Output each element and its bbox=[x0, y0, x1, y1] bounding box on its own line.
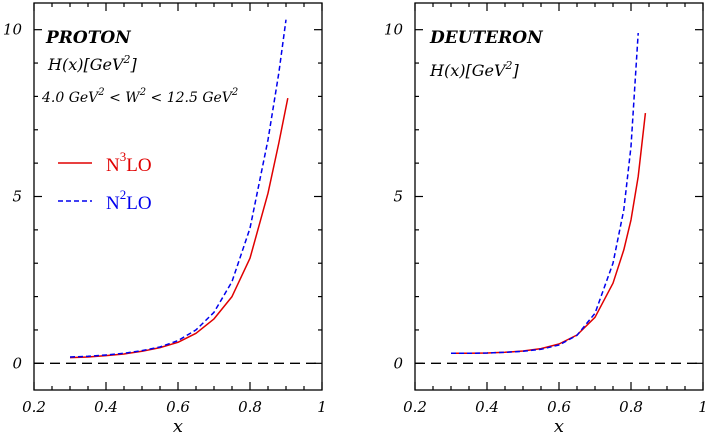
deuteron-xtick-label: 0.4 bbox=[475, 398, 499, 416]
deuteron-n2lo-line bbox=[451, 32, 639, 355]
legend-n3lo-label: N3LO bbox=[106, 149, 152, 176]
legend: N3LO N2LO bbox=[58, 149, 152, 214]
proton-ytick-label: 0 bbox=[12, 354, 22, 372]
proton-xtick-label: 0.6 bbox=[166, 398, 190, 416]
proton-panel: 0.2 0.4 0.6 0.8 1 0 5 10 x PROTON H(x)[G… bbox=[3, 2, 327, 436]
proton-w-range: 4.0 GeV2 < W2 < 12.5 GeV2 bbox=[41, 87, 238, 106]
deuteron-n3lo-line bbox=[451, 113, 647, 355]
proton-xtick-label: 0.2 bbox=[22, 398, 46, 416]
proton-title: PROTON bbox=[45, 28, 132, 48]
deuteron-xtick-label: 1 bbox=[698, 398, 708, 416]
deuteron-ytick-label: 5 bbox=[393, 188, 403, 206]
proton-xtick-label: 1 bbox=[317, 398, 327, 416]
deuteron-xtick-label: 0.2 bbox=[403, 398, 427, 416]
proton-ytick-label: 10 bbox=[3, 21, 23, 39]
deuteron-tick-labels: 0.2 0.4 0.6 0.8 1 0 5 10 bbox=[384, 21, 708, 416]
deuteron-x-axis-label: x bbox=[554, 416, 564, 436]
deuteron-xtick-label: 0.8 bbox=[619, 398, 643, 416]
proton-n2lo-line bbox=[69, 19, 287, 358]
legend-n2lo-label: N2LO bbox=[106, 187, 152, 214]
proton-n3lo-line bbox=[69, 97, 289, 359]
deuteron-xtick-label: 0.6 bbox=[547, 398, 571, 416]
deuteron-ticks bbox=[414, 3, 704, 390]
proton-xtick-label: 0.4 bbox=[94, 398, 118, 416]
proton-tick-labels: 0.2 0.4 0.6 0.8 1 0 5 10 bbox=[3, 21, 327, 416]
deuteron-ytick-label: 0 bbox=[393, 354, 403, 372]
proton-xtick-label: 0.8 bbox=[238, 398, 262, 416]
deuteron-series bbox=[451, 32, 647, 355]
proton-ytick-label: 5 bbox=[12, 188, 22, 206]
proton-ticks bbox=[33, 3, 323, 390]
deuteron-ytick-label: 10 bbox=[384, 21, 404, 39]
proton-series bbox=[69, 19, 289, 359]
proton-x-axis-label: x bbox=[173, 416, 183, 436]
deuteron-y-label: H(x)[GeV2] bbox=[429, 59, 520, 80]
deuteron-panel: 0.2 0.4 0.6 0.8 1 0 5 10 x DEUTERON H(x)… bbox=[384, 2, 708, 436]
proton-y-label: H(x)[GeV2] bbox=[47, 53, 138, 74]
deuteron-title: DEUTERON bbox=[429, 28, 544, 48]
